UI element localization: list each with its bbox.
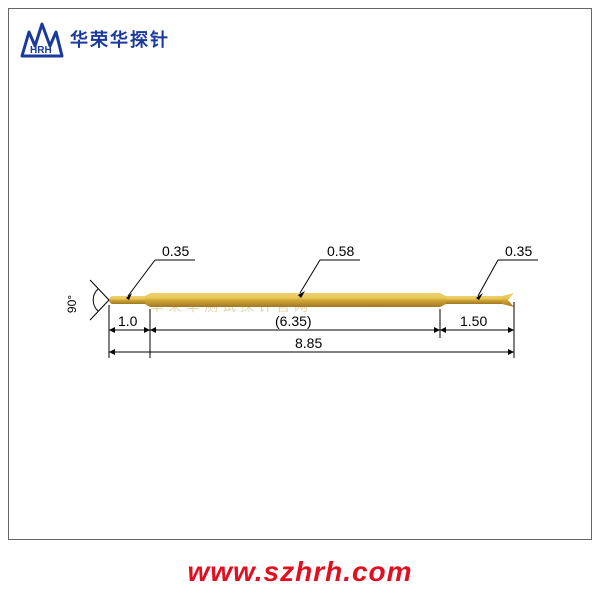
- dim-row-2: 8.85: [109, 335, 514, 352]
- website-url: www.szhrh.com: [0, 556, 600, 588]
- dim-tip-diameter: 0.35: [126, 243, 195, 300]
- probe-shape: [109, 293, 514, 307]
- dim-body-diameter: 0.58: [298, 243, 360, 298]
- technical-diagram: 90° 0.35 0.58 0.35 1.0 (6.35) 1.50 8.85: [0, 0, 600, 600]
- dim-row-1: 1.0 (6.35) 1.50: [109, 313, 514, 330]
- svg-text:(6.35): (6.35): [275, 313, 312, 329]
- svg-text:8.85: 8.85: [295, 335, 322, 351]
- svg-text:1.0: 1.0: [118, 313, 138, 329]
- dim-tail-diameter: 0.35: [476, 243, 538, 300]
- svg-text:0.58: 0.58: [327, 243, 354, 259]
- tip-angle-callout: 90°: [65, 280, 109, 320]
- svg-text:0.35: 0.35: [505, 243, 532, 259]
- svg-text:1.50: 1.50: [460, 313, 487, 329]
- dim-tip-angle: 90°: [65, 295, 79, 313]
- svg-text:0.35: 0.35: [162, 243, 189, 259]
